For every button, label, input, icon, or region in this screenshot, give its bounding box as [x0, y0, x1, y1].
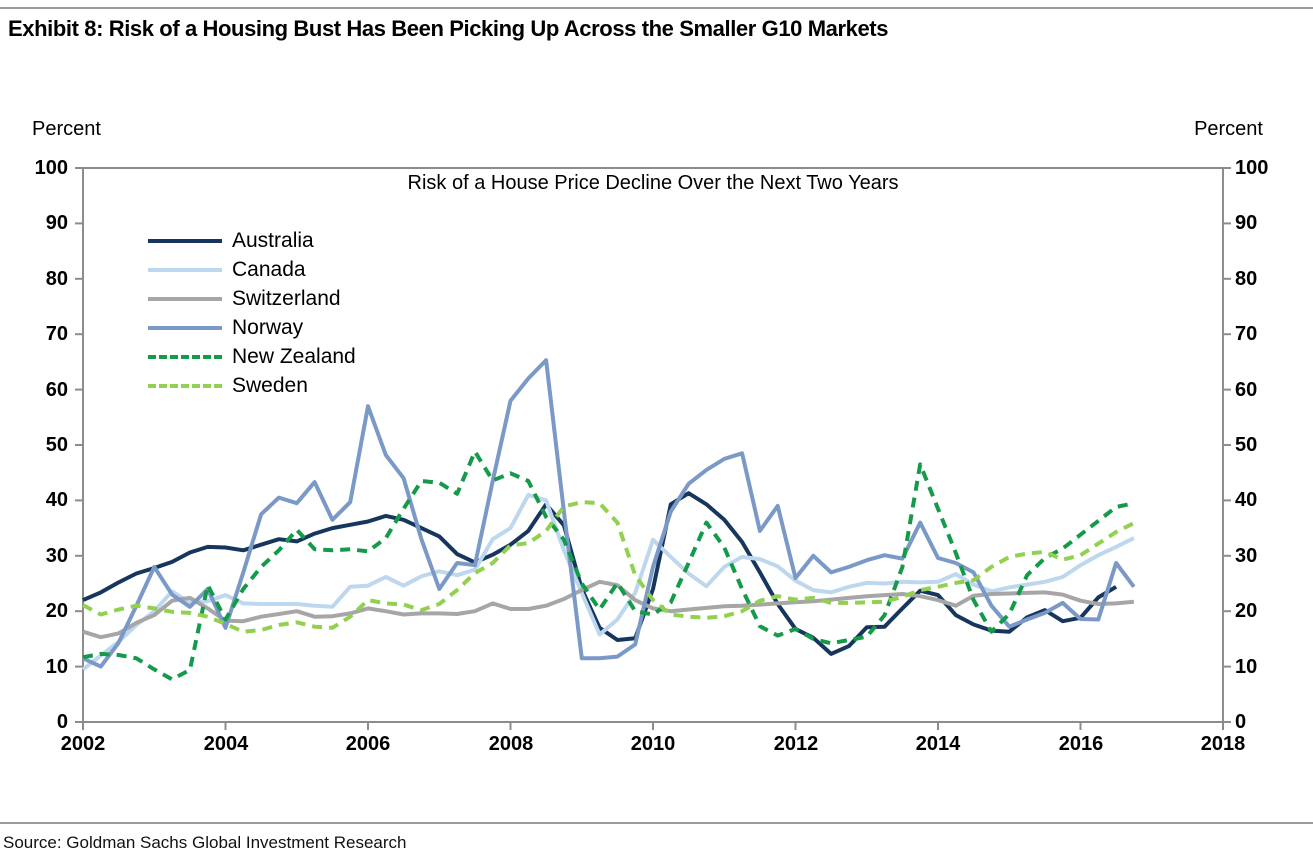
y-tick-label-right: 90 — [1235, 212, 1258, 234]
y-tick-label-right: 30 — [1235, 545, 1258, 567]
series-line-new-zealand — [82, 449, 1135, 682]
legend-item-switzerland: Switzerland — [148, 284, 356, 313]
y-tick-label-left: 90 — [45, 212, 68, 234]
line-chart-plot — [75, 167, 1231, 730]
y-tick-label-right: 100 — [1235, 157, 1269, 179]
y-tick-label-right: 80 — [1235, 268, 1258, 290]
chart-legend: Australia Canada Switzerland Norway New Zeal… — [148, 226, 356, 400]
x-tick-label: 2014 — [915, 733, 961, 755]
legend-label: Canada — [232, 258, 306, 281]
y-tick-label-left: 20 — [45, 600, 68, 622]
y-tick-label-right: 0 — [1235, 711, 1247, 733]
y-axis-label-right: Percent — [1194, 118, 1263, 140]
x-tick-label: 2004 — [203, 733, 249, 755]
chart-title: Risk of a House Price Decline Over the N… — [407, 172, 899, 194]
legend-label: Switzerland — [232, 287, 341, 310]
y-tick-label-left: 0 — [56, 711, 68, 733]
legend-item-australia: Australia — [148, 226, 356, 255]
legend-swatch — [148, 383, 222, 388]
legend-label: Norway — [232, 316, 304, 339]
y-tick-label-right: 50 — [1235, 434, 1258, 456]
x-tick-label: 2012 — [773, 733, 819, 755]
legend-item-norway: Norway — [148, 313, 356, 342]
series-line-sweden — [82, 500, 1135, 634]
legend-label: New Zealand — [232, 345, 356, 368]
series-line-switzerland — [82, 579, 1135, 640]
y-tick-label-right: 20 — [1235, 600, 1258, 622]
legend-swatch — [148, 354, 222, 359]
y-tick-label-left: 10 — [45, 656, 68, 678]
legend-item-sweden: Sweden — [148, 371, 356, 400]
legend-label: Australia — [232, 229, 314, 252]
legend-item-new-zealand: New Zealand — [148, 342, 356, 371]
source-attribution: Source: Goldman Sachs Global Investment … — [3, 833, 407, 852]
y-tick-label-left: 50 — [45, 434, 68, 456]
y-tick-label-left: 80 — [45, 268, 68, 290]
x-tick-label: 2010 — [630, 733, 676, 755]
legend-swatch — [148, 296, 222, 301]
y-axis-label-left: Percent — [32, 118, 101, 140]
top-divider — [0, 7, 1313, 9]
series-line-norway — [82, 358, 1136, 669]
y-tick-label-right: 10 — [1235, 656, 1258, 678]
series-line-canada — [81, 492, 1135, 671]
x-tick-label: 2008 — [488, 733, 534, 755]
legend-label: Sweden — [232, 374, 308, 397]
y-tick-label-left: 60 — [45, 379, 68, 401]
legend-swatch — [148, 238, 222, 243]
x-tick-label: 2006 — [345, 733, 391, 755]
y-tick-label-left: 40 — [45, 489, 68, 511]
y-tick-label-left: 30 — [45, 545, 68, 567]
y-tick-label-left: 100 — [34, 157, 68, 179]
y-tick-label-right: 60 — [1235, 379, 1258, 401]
exhibit-title: Exhibit 8: Risk of a Housing Bust Has Be… — [8, 16, 889, 41]
y-tick-label-right: 70 — [1235, 323, 1258, 345]
footer-divider — [0, 822, 1313, 824]
legend-swatch — [148, 325, 222, 330]
legend-swatch — [148, 267, 222, 272]
x-tick-label: 2016 — [1058, 733, 1104, 755]
x-tick-label: 2002 — [60, 733, 106, 755]
y-tick-label-left: 70 — [45, 323, 68, 345]
x-tick-label: 2018 — [1200, 733, 1246, 755]
y-tick-label-right: 40 — [1235, 489, 1258, 511]
legend-item-canada: Canada — [148, 255, 356, 284]
